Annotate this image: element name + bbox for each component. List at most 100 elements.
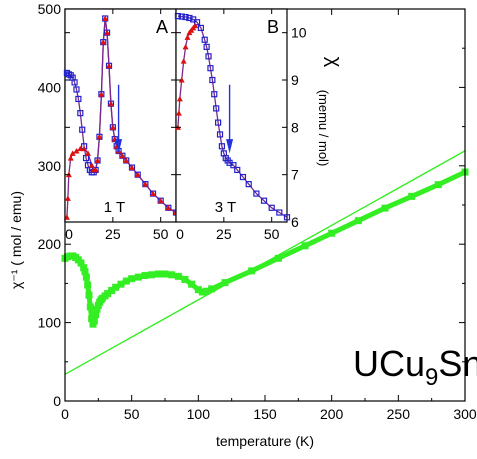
- fc-point: [142, 181, 149, 187]
- fc-point: [67, 155, 74, 161]
- fc-point: [77, 145, 84, 152]
- zfc-point: [245, 181, 252, 188]
- field-label: 1 T: [104, 199, 125, 216]
- zfc-point: [209, 76, 216, 84]
- zfc-point: [230, 162, 237, 169]
- zfc-point: [260, 197, 268, 204]
- fc-point: [98, 91, 105, 97]
- fc-point: [94, 157, 101, 163]
- field-label: 3 T: [215, 199, 236, 216]
- data-point: [82, 273, 90, 281]
- inset-panels: 0 25 50 A 1 T 0 25 50 6 7 8 9 10 B 3 T χ (memu / mol): [63, 8, 345, 242]
- zfc-line: [177, 15, 288, 218]
- data-point: [434, 181, 442, 189]
- svg-text:UCu9Sn4: UCu9Sn4: [353, 343, 477, 391]
- zfc-point: [193, 19, 201, 26]
- y-tick-label: 300: [38, 158, 62, 174]
- data-point: [85, 291, 93, 299]
- zfc-point: [174, 13, 182, 20]
- zfc-point: [218, 143, 226, 150]
- data-point: [208, 285, 216, 293]
- fc-point: [69, 150, 76, 156]
- fc-point: [106, 62, 113, 69]
- transition-arrow-head: [115, 139, 123, 154]
- fc-point: [84, 150, 91, 156]
- zfc-point: [197, 24, 204, 32]
- x-tick-label: 50: [124, 406, 140, 422]
- zfc-point: [203, 43, 210, 50]
- zfc-point: [213, 105, 220, 112]
- data-point: [168, 271, 176, 279]
- zfc-point: [234, 166, 241, 174]
- panel-letter: A: [156, 17, 168, 37]
- data-point: [148, 271, 156, 279]
- zfc-point: [268, 204, 275, 211]
- zfc-point: [239, 173, 247, 181]
- compound-label: UCu9Sn4: [353, 343, 477, 391]
- fc-point: [192, 22, 199, 29]
- data-point: [112, 283, 120, 291]
- x-axis-label: temperature (K): [216, 433, 314, 449]
- fc-point: [109, 124, 116, 130]
- inset-y-tick-label: 8: [291, 119, 299, 135]
- inset-x-tick-label: 0: [176, 226, 184, 242]
- data-point: [154, 270, 162, 278]
- inset-panel-A: 0 25 50 A 1 T: [63, 8, 180, 242]
- data-point: [221, 279, 229, 287]
- inset-x-tick-label: 0: [65, 226, 73, 242]
- data-point: [93, 305, 101, 313]
- data-point: [408, 192, 416, 200]
- inset-x-tick-label: 25: [105, 226, 121, 242]
- data-point: [86, 303, 94, 311]
- zfc-point: [215, 119, 222, 126]
- fc-point: [128, 164, 135, 171]
- data-point: [174, 272, 182, 280]
- data-point: [198, 288, 206, 296]
- fc-point: [176, 95, 183, 102]
- fc-point: [100, 39, 107, 45]
- fc-point: [102, 15, 109, 21]
- transition-arrow-head: [226, 139, 234, 154]
- inset-y-axis-symbol: χ: [323, 57, 345, 68]
- data-point: [77, 259, 85, 267]
- inset-frame: [175, 8, 288, 223]
- fc-point: [73, 148, 80, 154]
- data-point: [81, 268, 89, 276]
- data-point: [84, 281, 92, 289]
- data-point: [381, 204, 389, 212]
- zfc-point: [79, 126, 86, 133]
- zfc-point: [207, 65, 214, 72]
- zfc-point: [211, 91, 218, 98]
- inset-panel-B: 0 25 50 6 7 8 9 10 B 3 T χ (memu / mol): [174, 8, 345, 242]
- fc-point: [178, 77, 185, 83]
- fc-point: [64, 195, 71, 201]
- fc-point: [182, 43, 189, 50]
- zfc-point: [216, 131, 224, 138]
- x-tick-label: 0: [61, 406, 69, 422]
- x-tick-label: 250: [387, 406, 411, 422]
- data-point: [354, 217, 362, 225]
- y-axis-label: χ⁻¹ ( mol / emu): [8, 191, 24, 289]
- inset-x-tick-label: 50: [153, 226, 169, 242]
- fc-point: [175, 110, 182, 116]
- zfc-point: [186, 14, 193, 22]
- y-tick-label: 400: [38, 79, 62, 95]
- inset-y-tick-label: 7: [291, 167, 299, 183]
- y-tick-label: 200: [38, 236, 62, 252]
- y-tick-label: 500: [38, 1, 62, 17]
- x-tick-label: 100: [187, 406, 211, 422]
- fc-point: [123, 157, 130, 163]
- data-point: [92, 311, 100, 319]
- fc-point: [96, 133, 103, 140]
- data-point: [161, 270, 169, 278]
- data-point: [194, 286, 202, 294]
- inset-y-tick-label: 6: [291, 214, 299, 230]
- inset-y-tick-label: 9: [291, 72, 299, 88]
- zfc-point: [71, 79, 78, 86]
- fc-point: [184, 34, 191, 40]
- data-point: [181, 275, 189, 283]
- panel-letter: B: [267, 17, 279, 37]
- data-point: [188, 280, 196, 288]
- data-point: [274, 254, 282, 262]
